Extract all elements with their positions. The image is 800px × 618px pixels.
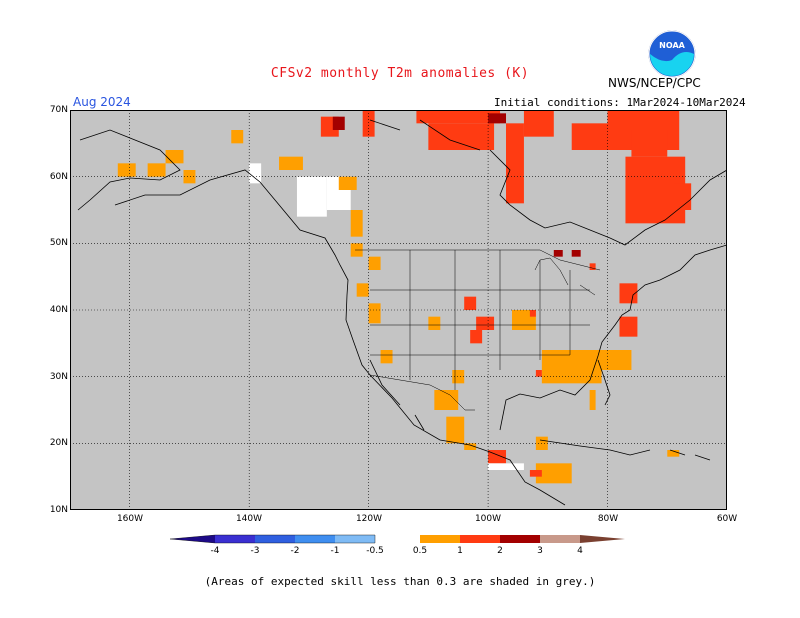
anomaly-cell-orange bbox=[350, 210, 363, 237]
anomaly-cell-orange bbox=[667, 450, 680, 457]
colorbar-label: 2 bbox=[497, 546, 503, 556]
anomaly-cell-orange bbox=[165, 150, 184, 164]
anomaly-cell-red bbox=[416, 110, 501, 124]
colorbar-label: -3 bbox=[250, 546, 260, 556]
colorbar-bin bbox=[295, 535, 335, 543]
anomaly-cell-red bbox=[523, 110, 554, 137]
colorbar-bin bbox=[255, 535, 295, 543]
agency-label: NWS/NCEP/CPC bbox=[608, 76, 701, 90]
anomaly-cell-white bbox=[488, 463, 524, 470]
anomaly-cell-orange bbox=[368, 303, 381, 324]
lon-label: 120W bbox=[355, 514, 383, 524]
anomaly-cell-red bbox=[428, 123, 495, 150]
colorbar-bin bbox=[540, 535, 580, 543]
colorbar-label: -1 bbox=[330, 546, 340, 556]
lon-label: 140W bbox=[235, 514, 263, 524]
coastlines bbox=[77, 119, 727, 506]
anomaly-cell-darkred bbox=[571, 250, 581, 257]
anomaly-cell-orange bbox=[338, 176, 357, 190]
anomaly-cell-darkred bbox=[553, 250, 563, 257]
noaa-logo: NOAA bbox=[648, 30, 696, 78]
anomaly-cell-orange bbox=[535, 463, 572, 484]
anomaly-cell-red bbox=[589, 263, 596, 270]
anomaly-cell-orange bbox=[368, 256, 381, 270]
anomaly-cell-darkred bbox=[488, 113, 507, 124]
map-frame bbox=[70, 110, 727, 510]
anomaly-cell-red bbox=[476, 316, 495, 330]
colorbar-label: 3 bbox=[537, 546, 543, 556]
anomaly-cell-red bbox=[464, 296, 477, 310]
colorbar-bin bbox=[460, 535, 500, 543]
lat-label: 30N bbox=[49, 372, 68, 382]
colorbar-label: -4 bbox=[210, 546, 220, 556]
lat-label: 10N bbox=[49, 505, 68, 515]
anomaly-cell-red bbox=[673, 183, 692, 210]
anomaly-cell-red bbox=[535, 370, 542, 377]
colorbar-arrow-low bbox=[170, 535, 215, 543]
lat-label: 40N bbox=[49, 305, 68, 315]
anomaly-cell-red bbox=[619, 316, 638, 337]
lat-label: 50N bbox=[49, 238, 68, 248]
colorbar-bin bbox=[215, 535, 255, 543]
anomaly-cell-red bbox=[619, 283, 638, 304]
anomaly-cell-orange bbox=[428, 316, 441, 330]
anomaly-map bbox=[70, 110, 727, 510]
anomaly-cell-orange bbox=[452, 370, 465, 384]
anomaly-patches bbox=[117, 110, 692, 484]
lon-label: 100W bbox=[474, 514, 502, 524]
anomaly-cell-orange bbox=[231, 130, 244, 144]
graticule bbox=[70, 110, 727, 510]
anomaly-cell-darkred bbox=[332, 116, 345, 130]
anomaly-cell-red bbox=[529, 470, 542, 477]
lat-label: 70N bbox=[49, 105, 68, 115]
colorbar-bin bbox=[335, 535, 375, 543]
anomaly-cell-orange bbox=[147, 163, 166, 177]
lon-label: 60W bbox=[716, 514, 738, 524]
anomaly-cell-white bbox=[249, 163, 262, 184]
anomaly-cell-red bbox=[362, 110, 375, 137]
anomaly-cell-white bbox=[296, 176, 327, 217]
colorbar-label: -2 bbox=[290, 546, 300, 556]
footnote: (Areas of expected skill less than 0.3 a… bbox=[204, 575, 596, 588]
anomaly-cell-orange bbox=[434, 390, 459, 410]
colorbar-label: 0.5 bbox=[412, 546, 428, 556]
anomaly-cell-red bbox=[529, 310, 536, 317]
chart-title: CFSv2 monthly T2m anomalies (K) bbox=[270, 66, 530, 81]
lon-label: 160W bbox=[116, 514, 144, 524]
logo-text: NOAA bbox=[659, 41, 685, 50]
anomaly-cell-orange bbox=[356, 283, 369, 297]
colorbar-label: 4 bbox=[577, 546, 583, 556]
colorbar-label: -0.5 bbox=[366, 546, 384, 556]
anomaly-cell-red bbox=[631, 130, 668, 157]
anomaly-cell-orange bbox=[446, 416, 465, 444]
anomaly-cell-orange bbox=[589, 390, 596, 410]
anomaly-cell-orange bbox=[279, 156, 303, 170]
anomaly-cell-red bbox=[506, 123, 524, 204]
lat-label: 20N bbox=[49, 438, 68, 448]
colorbar-label: 1 bbox=[457, 546, 463, 556]
colorbar-bin bbox=[500, 535, 540, 543]
skill-mask-background bbox=[70, 110, 727, 510]
colorbar-bin bbox=[375, 535, 420, 543]
anomaly-cell-orange bbox=[183, 170, 196, 184]
colorbar bbox=[170, 534, 625, 544]
forecast-month: Aug 2024 bbox=[73, 95, 131, 109]
colorbar-arrow-high bbox=[580, 535, 625, 543]
lon-label: 80W bbox=[597, 514, 619, 524]
anomaly-cell-red bbox=[470, 330, 483, 344]
colorbar-bin bbox=[420, 535, 460, 543]
anomaly-cell-orange bbox=[117, 163, 136, 177]
lat-label: 60N bbox=[49, 172, 68, 182]
anomaly-cell-orange bbox=[464, 443, 477, 450]
initial-conditions: Initial conditions: 1Mar2024-10Mar2024 bbox=[494, 96, 746, 109]
anomaly-cell-orange bbox=[589, 350, 632, 370]
anomaly-cell-orange bbox=[380, 350, 393, 364]
